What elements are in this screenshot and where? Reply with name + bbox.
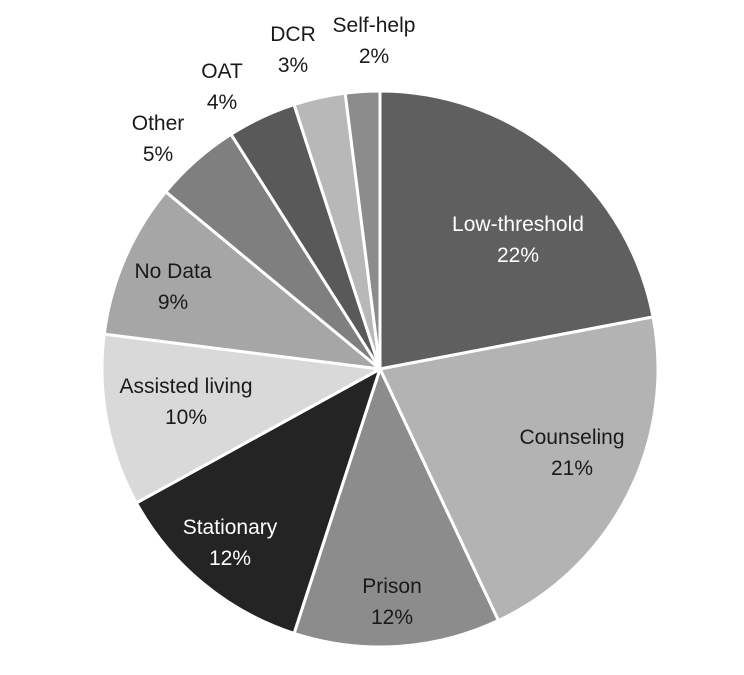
slice-label-dcr: DCR: [270, 23, 316, 46]
pie-slice-counseling: [378, 315, 660, 623]
slice-percent-no-data: 9%: [158, 291, 188, 314]
pie-slice-prison: [292, 367, 500, 649]
slice-percent-prison: 12%: [371, 606, 413, 629]
pie-slice-stationary: [134, 367, 382, 635]
slice-percent-stationary: 12%: [209, 547, 251, 570]
slice-label-other: Other: [132, 112, 185, 135]
slice-percent-oat: 4%: [207, 91, 237, 114]
slice-label-prison: Prison: [362, 575, 422, 598]
slice-label-oat: OAT: [201, 60, 243, 83]
slice-label-stationary: Stationary: [183, 516, 278, 539]
slice-label-assisted-living: Assisted living: [119, 375, 252, 398]
pie-slice-low-threshold: [378, 89, 655, 371]
pie-slice-no-data: [102, 190, 382, 371]
slice-label-counseling: Counseling: [519, 426, 624, 449]
slice-label-low-threshold: Low-threshold: [452, 213, 584, 236]
slice-label-self-help: Self-help: [333, 14, 416, 37]
slice-percent-self-help: 2%: [359, 45, 389, 68]
slice-percent-low-threshold: 22%: [497, 244, 539, 267]
pie-slice-assisted-living: [100, 332, 382, 505]
pie-slice-self-help: [343, 89, 382, 371]
slice-percent-other: 5%: [143, 143, 173, 166]
labels-layer: Low-threshold 22% Counseling 21% Prison 12% St…: [119, 14, 624, 629]
slice-percent-counseling: 21%: [551, 457, 593, 480]
slice-label-no-data: No Data: [134, 260, 211, 283]
slices-layer: [100, 89, 660, 649]
slice-percent-assisted-living: 10%: [165, 406, 207, 429]
slice-percent-dcr: 3%: [278, 54, 308, 77]
